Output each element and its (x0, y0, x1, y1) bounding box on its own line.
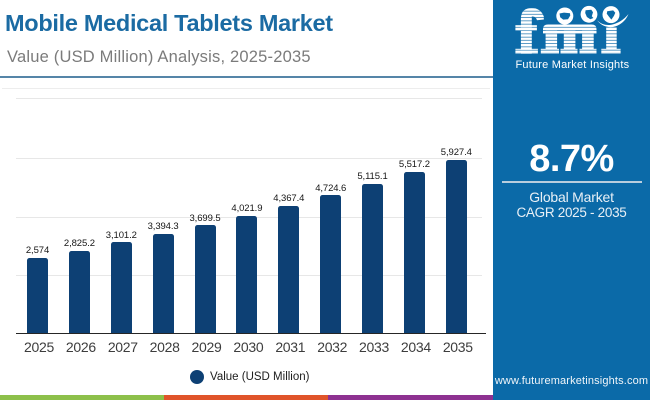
svg-text:Future Market Insights: Future Market Insights (516, 59, 630, 71)
